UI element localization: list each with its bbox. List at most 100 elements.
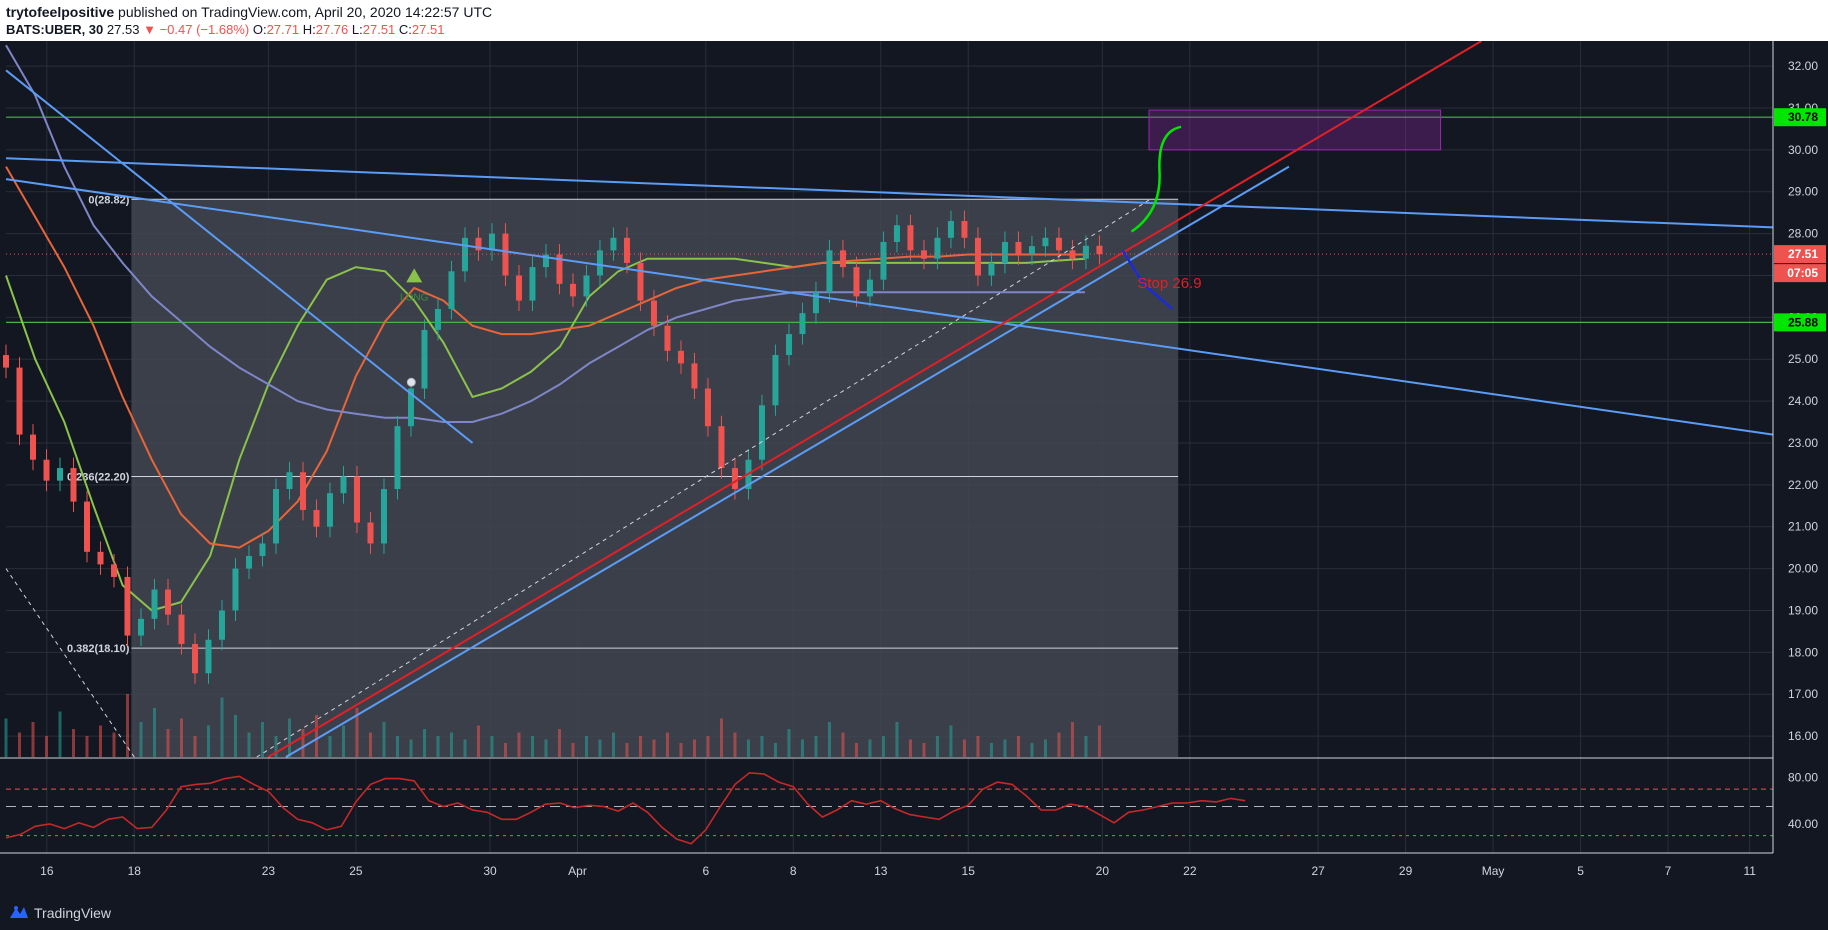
candle-body[interactable] [988,262,995,276]
candle-body[interactable] [29,434,36,460]
candle-body[interactable] [272,489,279,544]
candle-body[interactable] [907,225,914,251]
candle-body[interactable] [259,543,266,557]
stop-loss-label[interactable]: Stop 26.9 [1137,275,1201,292]
candle-body[interactable] [164,589,171,615]
candle-body[interactable] [799,313,806,335]
candle-body[interactable] [97,551,104,565]
trendline-long-descending-line[interactable] [5,69,474,444]
candle-body[interactable] [353,476,360,523]
candle-body[interactable] [839,250,846,268]
candle-body[interactable] [893,225,900,242]
candle-body[interactable] [515,275,522,301]
candle-body[interactable] [83,501,90,552]
candle-body[interactable] [1028,246,1035,255]
trendline-upper-resistance[interactable] [5,157,1774,229]
candle-body[interactable] [421,329,428,389]
candle-body[interactable] [583,275,590,297]
candle-body[interactable] [488,233,495,251]
candle-body[interactable] [1042,237,1049,247]
candle-body[interactable] [731,468,738,490]
candle-body[interactable] [718,426,725,469]
candle-body[interactable] [151,589,158,619]
candle-body[interactable] [812,292,819,314]
candle-body[interactable] [191,643,198,674]
candle-body[interactable] [542,254,549,268]
candle-body[interactable] [380,489,387,544]
candle-body[interactable] [556,254,563,284]
symbol-label[interactable]: BATS:UBER, 30 [6,22,104,37]
target-zone-rectangle[interactable] [1148,109,1442,151]
bearish-projection-line[interactable] [1121,249,1174,310]
candle-body[interactable] [286,472,293,490]
candle-body[interactable] [205,639,212,674]
candle-body[interactable] [772,355,779,406]
candle-body[interactable] [920,250,927,259]
candle-body[interactable] [1082,245,1089,259]
trendline-rising-support-blue[interactable] [285,165,1290,758]
candle-body[interactable] [704,388,711,427]
candle-body[interactable] [137,618,144,636]
candle-body[interactable] [43,459,50,481]
trendline-rising-support-red[interactable] [267,41,1482,758]
candle-body[interactable] [110,564,117,577]
tradingview-logo-icon[interactable] [8,904,30,920]
bullish-projection-curve[interactable] [1130,125,1182,233]
candle-body[interactable] [691,363,698,389]
candle-body[interactable] [677,350,684,364]
candle-body[interactable] [650,300,657,326]
footer-brand[interactable]: TradingView [34,905,112,921]
candle-body[interactable] [1055,237,1062,251]
candle-body[interactable] [16,367,23,435]
candle-body[interactable] [124,576,131,636]
candle-body[interactable] [1096,245,1103,255]
candle-body[interactable] [596,250,603,276]
candle-body[interactable] [70,468,77,502]
candle-body[interactable] [394,426,401,490]
candle-body[interactable] [475,237,482,251]
candle-body[interactable] [407,388,414,427]
candle-body[interactable] [961,221,968,238]
candle-body[interactable] [785,334,792,356]
candle-body[interactable] [1069,250,1076,259]
candle-body[interactable] [974,237,981,276]
candle-body[interactable] [313,509,320,527]
candle-body[interactable] [664,325,671,351]
candle-body[interactable] [637,262,644,301]
candle-body[interactable] [232,568,239,611]
candle-body[interactable] [826,250,833,293]
candle-body[interactable] [245,556,252,569]
candle-body[interactable] [880,241,887,280]
candle-body[interactable] [218,610,225,640]
trendline-dashed-decline[interactable] [5,568,135,758]
candle-body[interactable] [3,355,9,368]
volume-bar [895,722,899,757]
time-axis-tick: 25 [349,864,363,878]
candle-body[interactable] [326,493,333,527]
price-marker-box [1774,313,1826,332]
candle-body[interactable] [367,522,374,544]
candle-body[interactable] [853,267,860,297]
candle-body[interactable] [461,237,468,272]
candle-body[interactable] [758,405,765,460]
candle-body[interactable] [1001,241,1008,263]
price-marker-label: 27.51 [1788,247,1818,261]
candle-body[interactable] [1015,241,1022,255]
candle-body[interactable] [178,614,185,644]
trendline-descending-line[interactable] [5,178,1774,436]
candle-body[interactable] [299,472,306,510]
candle-body[interactable] [947,221,954,238]
author-name[interactable]: trytofeelpositive [6,4,115,20]
candle-body[interactable] [934,237,941,259]
candle-body[interactable] [866,279,873,297]
candle-body[interactable] [569,283,576,297]
candle-body[interactable] [56,468,63,481]
candle-body[interactable] [502,233,509,276]
candle-body[interactable] [434,308,441,330]
candle-body[interactable] [448,271,455,309]
candle-body[interactable] [610,237,617,251]
candle-body[interactable] [340,476,347,494]
price-chart[interactable]: 0(28.82)0.236(22.20)0.382(18.10)LONGStop… [0,41,1828,896]
candle-body[interactable] [529,267,536,301]
candle-body[interactable] [623,237,630,263]
